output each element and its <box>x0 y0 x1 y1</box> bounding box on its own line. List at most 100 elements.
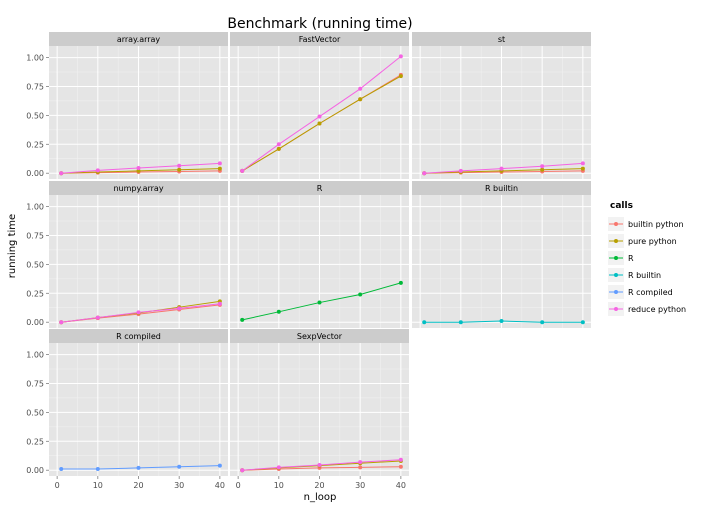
x-axis-label: n_loop <box>304 492 337 503</box>
facet-panel: R compiled 0.00 0.25 0.50 0.75 1.00 0 10 20 30 40 <box>26 329 228 490</box>
data-point <box>217 166 222 171</box>
data-point <box>217 301 222 306</box>
y-axis-label: running time <box>7 214 18 278</box>
data-point <box>177 167 182 172</box>
legend-key-point <box>614 273 618 277</box>
legend-title: calls <box>610 201 633 211</box>
y-tick-label: 0.25 <box>26 289 44 298</box>
x-tick-label: 40 <box>215 481 225 490</box>
data-point <box>95 315 100 320</box>
data-point <box>59 320 64 325</box>
y-tick-label: 0.50 <box>26 111 44 120</box>
legend-label: builtin python <box>628 220 684 229</box>
data-point <box>95 168 100 173</box>
data-point <box>95 467 100 472</box>
data-point <box>398 54 403 59</box>
y-tick-label: 0.25 <box>26 437 44 446</box>
facet-panel: R <box>230 181 409 328</box>
data-point <box>317 300 322 305</box>
facet-label: st <box>498 35 505 44</box>
x-tick-label: 20 <box>314 481 324 490</box>
facet-label: SexpVector <box>297 332 343 341</box>
legend: calls builtin python pure python R R builti… <box>608 201 686 316</box>
data-point <box>276 309 281 314</box>
x-tick-label: 0 <box>236 481 241 490</box>
facet-panel: st <box>412 32 591 179</box>
data-point <box>358 460 363 465</box>
legend-label: reduce python <box>628 305 686 314</box>
x-tick-label: 10 <box>93 481 103 490</box>
data-point <box>317 463 322 468</box>
data-point <box>398 280 403 285</box>
facet-panel: numpy.array 0.00 0.25 0.50 0.75 1.00 <box>26 181 228 328</box>
y-tick-label: 1.00 <box>26 54 44 63</box>
legend-entry: R <box>608 251 634 265</box>
data-point <box>458 320 463 325</box>
y-tick-label: 1.00 <box>26 351 44 360</box>
legend-label: pure python <box>628 237 677 246</box>
data-point <box>580 161 585 166</box>
data-point <box>358 292 363 297</box>
legend-entry: pure python <box>608 234 677 248</box>
data-point <box>398 464 403 469</box>
facet-label: FastVector <box>299 35 341 44</box>
facet-strip <box>230 181 409 195</box>
data-point <box>136 310 141 315</box>
legend-key-point <box>614 256 618 260</box>
facet-panels: array.array 0.00 0.25 0.50 0.75 1.00 FastVecto… <box>26 32 591 490</box>
facet-strip <box>49 329 228 343</box>
data-point <box>540 320 545 325</box>
data-point <box>136 168 141 173</box>
y-tick-label: 1.00 <box>26 203 44 212</box>
data-point <box>422 171 427 176</box>
legend-entry: R builtin <box>608 268 661 282</box>
data-point <box>422 320 427 325</box>
y-tick-label: 0.75 <box>26 82 44 91</box>
data-point <box>317 121 322 126</box>
data-point <box>499 319 504 324</box>
data-point <box>499 166 504 171</box>
x-tick-label: 30 <box>355 481 365 490</box>
data-point <box>240 168 245 173</box>
data-point <box>398 74 403 79</box>
facet-label: numpy.array <box>113 184 163 193</box>
data-point <box>136 166 141 171</box>
y-tick-label: 0.50 <box>26 260 44 269</box>
x-tick-label: 40 <box>396 481 406 490</box>
y-tick-label: 0.00 <box>26 466 44 475</box>
y-tick-label: 0.25 <box>26 140 44 149</box>
y-tick-label: 0.50 <box>26 408 44 417</box>
data-point <box>358 465 363 470</box>
facet-panel: array.array 0.00 0.25 0.50 0.75 1.00 <box>26 32 228 179</box>
data-point <box>177 306 182 311</box>
legend-entry: reduce python <box>608 302 686 316</box>
legend-entry: R compiled <box>608 285 673 299</box>
data-point <box>276 465 281 470</box>
data-point <box>59 171 64 176</box>
legend-label: R builtin <box>628 271 661 280</box>
data-point <box>540 164 545 169</box>
data-point <box>358 97 363 102</box>
facet-strip <box>412 181 591 195</box>
facet-strip <box>49 32 228 46</box>
data-point <box>580 166 585 171</box>
legend-key-point <box>614 290 618 294</box>
facet-label: R compiled <box>116 332 161 341</box>
legend-label: R compiled <box>628 288 673 297</box>
facet-strip <box>230 329 409 343</box>
y-tick-label: 0.00 <box>26 318 44 327</box>
data-point <box>59 467 64 472</box>
data-point <box>540 167 545 172</box>
legend-entry: builtin python <box>608 217 684 231</box>
x-tick-label: 30 <box>174 481 184 490</box>
facet-strip <box>412 32 591 46</box>
legend-key-point <box>614 222 618 226</box>
data-point <box>240 317 245 322</box>
facet-strip <box>230 32 409 46</box>
data-point <box>398 457 403 462</box>
data-point <box>317 114 322 119</box>
facet-label: array.array <box>117 35 161 44</box>
data-point <box>217 463 222 468</box>
data-point <box>358 86 363 91</box>
